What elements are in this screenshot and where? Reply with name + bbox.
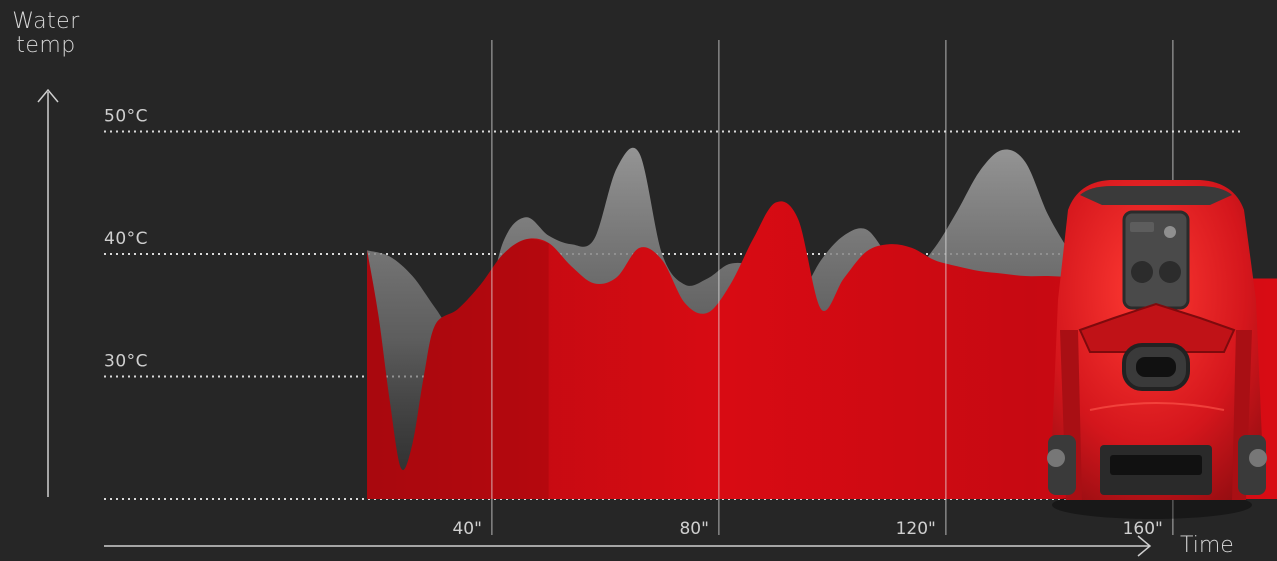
y-tick-label: 30°C bbox=[104, 352, 148, 372]
x-tick-label: 80" bbox=[679, 519, 708, 539]
y-tick-label: 50°C bbox=[104, 107, 148, 127]
x-axis-label: Time bbox=[1180, 533, 1234, 558]
x-tick-label: 160" bbox=[1123, 519, 1163, 539]
robotic-mower-icon bbox=[1047, 180, 1267, 519]
x-tick-label: 40" bbox=[452, 519, 481, 539]
tick-layer: 40" 80" 120" 160" 30°C 40°C 50°C bbox=[104, 40, 1174, 539]
axis-layer bbox=[37, 88, 1152, 557]
series-shade bbox=[367, 238, 549, 500]
y-axis-label: Water temp bbox=[12, 9, 80, 58]
y-axis-arrow-icon bbox=[37, 88, 59, 103]
x-axis-arrow-icon bbox=[1137, 535, 1152, 557]
y-tick-label: 40°C bbox=[104, 229, 148, 249]
series-layer bbox=[367, 147, 1277, 500]
series-area-2 bbox=[367, 201, 1277, 499]
x-tick-label: 120" bbox=[896, 519, 936, 539]
